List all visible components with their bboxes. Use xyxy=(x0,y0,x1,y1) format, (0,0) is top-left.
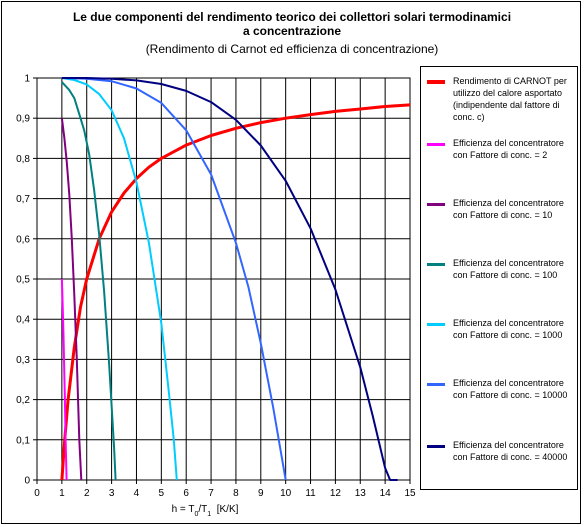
y-tick-label: 0,6 xyxy=(16,234,30,245)
vertical-gridlines xyxy=(36,78,411,484)
x-tick-label: 14 xyxy=(380,488,392,499)
legend-label: Efficienza del concentratore con Fattore… xyxy=(453,440,568,462)
y-tick-label: 0,1 xyxy=(16,435,30,446)
legend: Rendimento di CARNOT per utilizzo del ca… xyxy=(420,66,578,490)
x-tick-label: 12 xyxy=(330,488,342,499)
y-tick-labels: 0 0,1 0,2 0,3 0,4 0,5 0,6 0,7 0,8 0,9 1 xyxy=(16,74,30,487)
legend-label: Efficienza del concentratore con Fattore… xyxy=(453,138,564,160)
legend-label: Efficienza del concentratore con Fattore… xyxy=(453,258,564,280)
legend-swatch xyxy=(427,323,445,326)
horizontal-gridlines xyxy=(33,77,410,481)
y-tick-label: 1 xyxy=(24,74,30,85)
legend-swatch xyxy=(427,445,445,448)
legend-label: Efficienza del concentratore con Fattore… xyxy=(453,198,564,220)
series-line-6 xyxy=(61,77,398,481)
series-line-1 xyxy=(60,278,68,481)
chart-title-line1: Le due componenti del rendimento teorico… xyxy=(72,10,512,24)
chart-title: Le due componenti del rendimento teorico… xyxy=(0,10,584,38)
x-tick-label: 6 xyxy=(183,488,189,499)
y-tick-label: 0,2 xyxy=(16,395,30,406)
legend-label: Rendimento di CARNOT per utilizzo del ca… xyxy=(453,76,567,122)
series-line-2 xyxy=(60,118,83,481)
y-tick-label: 0,8 xyxy=(16,154,30,165)
x-axis-label: h = T0/T1 [K/K] xyxy=(172,504,239,518)
series-line-4 xyxy=(61,77,178,481)
y-tick-label: 0,5 xyxy=(16,275,30,286)
series-lines xyxy=(60,77,411,481)
legend-label: Efficienza del concentratore con Fattore… xyxy=(453,378,568,400)
chart-title-line2: a concentrazione xyxy=(242,24,342,38)
legend-swatch xyxy=(427,143,445,146)
x-tick-label: 4 xyxy=(134,488,140,499)
x-tick-label: 1 xyxy=(59,488,65,499)
x-tick-label: 15 xyxy=(404,488,416,499)
x-tick-label: 9 xyxy=(258,488,264,499)
legend-swatch xyxy=(427,383,445,386)
x-tick-label: 3 xyxy=(109,488,115,499)
series-line-0 xyxy=(60,103,411,481)
plot-area xyxy=(36,77,411,481)
series-line-3 xyxy=(61,81,117,481)
legend-swatch xyxy=(427,263,445,266)
y-tick-label: 0,3 xyxy=(16,355,30,366)
x-tick-label: 13 xyxy=(355,488,367,499)
y-tick-label: 0,7 xyxy=(16,194,30,205)
x-tick-label: 2 xyxy=(84,488,90,499)
legend-swatch xyxy=(427,203,445,206)
x-tick-label: 5 xyxy=(159,488,165,499)
x-tick-label: 10 xyxy=(280,488,292,499)
x-tick-labels: 0 1 2 3 4 5 6 7 8 9 10 11 12 13 14 15 xyxy=(34,488,416,499)
x-tick-label: 11 xyxy=(305,488,316,499)
x-tick-label: 0 xyxy=(34,488,40,499)
x-tick-label: 8 xyxy=(233,488,239,499)
y-tick-label: 0,4 xyxy=(16,315,30,326)
y-tick-label: 0,9 xyxy=(16,114,30,125)
series-line-5 xyxy=(61,77,287,481)
legend-swatch xyxy=(427,80,445,84)
x-tick-label: 7 xyxy=(208,488,214,499)
chart-subtitle: (Rendimento di Carnot ed efficienza di c… xyxy=(145,42,439,56)
legend-label: Efficienza del concentratore con Fattore… xyxy=(453,318,564,340)
y-tick-label: 0 xyxy=(24,476,30,487)
